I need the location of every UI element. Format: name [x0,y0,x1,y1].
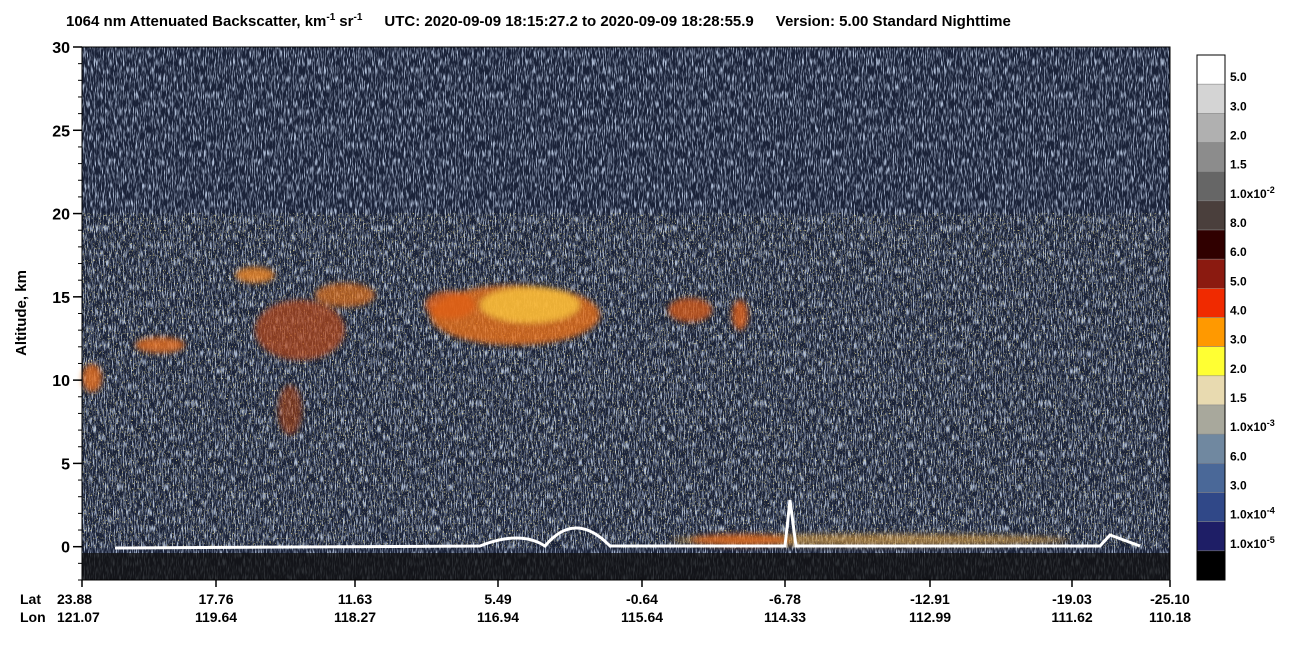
y-tick-label: 25 [52,123,70,140]
colorbar-label: 3.0 [1230,479,1247,493]
colorbar-label-base: 1.0x10 [1230,420,1267,434]
row-label: Lat [20,591,41,607]
colorbar-label-base: 1.0x10 [1230,508,1267,522]
lon-label: 121.07 [57,609,100,625]
lat-label: 23.88 [57,591,92,607]
lat-label: 5.49 [484,591,511,607]
colorbar-swatch [1196,463,1226,493]
colorbar-label: 3.0 [1230,333,1247,347]
colorbar-label: 5.0 [1230,70,1247,84]
colorbar-swatch [1196,200,1226,231]
y-tick-label: 0 [61,540,70,557]
colorbar-label: 1.0x10-4 [1230,506,1275,522]
y-tick-label: 30 [52,40,70,57]
lon-label: 115.64 [621,609,663,625]
colorbar-swatch [1196,83,1226,114]
colorbar-label: 8.0 [1230,216,1247,230]
colorbar-swatch [1196,288,1226,318]
lat-label: -19.03 [1052,591,1092,607]
colorbar-label: 1.5 [1230,158,1247,172]
colorbar-swatch [1196,317,1226,347]
colorbar-label: 4.0 [1230,304,1247,318]
colorbar-label-exp: -3 [1267,418,1275,428]
colorbar-swatch [1196,171,1226,202]
colorbar-label: 2.0 [1230,362,1247,376]
lon-label: 114.33 [764,609,806,625]
colorbar-label: 1.0x10-2 [1230,185,1275,201]
colorbar-swatch [1196,229,1226,260]
lon-label: 116.94 [477,609,519,625]
colorbar-swatch [1196,142,1226,172]
lat-label: -12.91 [910,591,950,607]
lon-label: 119.64 [195,609,237,625]
colorbar-frame [1196,54,1226,581]
colorbar-label: 6.0 [1230,449,1247,463]
lat-label: -6.78 [769,591,801,607]
clouds [82,267,1070,546]
colorbar-swatch [1196,258,1226,289]
row-label: Lon [20,609,46,625]
colorbar-swatch [1196,404,1226,435]
lon-label: 118.27 [334,609,376,625]
surface-return [114,499,1141,550]
colorbar-swatch [1196,346,1226,377]
colorbar-swatch [1196,521,1226,552]
colorbar-label-base: 1.0x10 [1230,537,1267,551]
colorbar-swatch [1196,492,1226,522]
y-axis-label: Altitude, km [13,270,30,356]
colorbar-swatch [1196,375,1226,406]
colorbar-label: 1.0x10-5 [1230,535,1275,551]
colorbar-label-exp: -4 [1267,506,1275,516]
lat-label: -0.64 [626,591,658,607]
colorbar-swatch [1196,433,1226,464]
lat-label: 17.76 [198,591,233,607]
subsurface [82,553,1170,580]
colorbar-swatch [1196,54,1226,85]
lon-label: 111.62 [1051,609,1092,625]
y-tick-label: 20 [52,207,70,224]
colorbar-label: 3.0 [1230,99,1247,113]
lat-label: 11.63 [338,591,372,607]
colorbar-label: 6.0 [1230,245,1247,259]
y-tick-label: 10 [52,373,70,390]
colorbar-swatch [1196,550,1226,581]
y-tick-label: 15 [52,290,70,307]
colorbar-label: 1.5 [1230,391,1247,405]
colorbar-label-exp: -2 [1267,185,1275,195]
colorbar-label-base: 1.0x10 [1230,187,1267,201]
noise-low [82,213,1170,548]
title: 1064 nm Attenuated Backscatter, km-1 sr-1… [66,12,1011,30]
lat-label: -25.10 [1150,591,1190,607]
lon-label: 112.99 [909,609,951,625]
colorbar-label-exp: -5 [1267,535,1275,545]
colorbar-swatch [1196,113,1226,143]
colorbar-label: 2.0 [1230,129,1247,143]
lon-label: 110.18 [1149,609,1191,625]
y-tick-label: 5 [61,456,70,473]
colorbar-label: 5.0 [1230,274,1247,288]
plot-area [82,47,1170,580]
colorbar-label: 1.0x10-3 [1230,418,1275,434]
